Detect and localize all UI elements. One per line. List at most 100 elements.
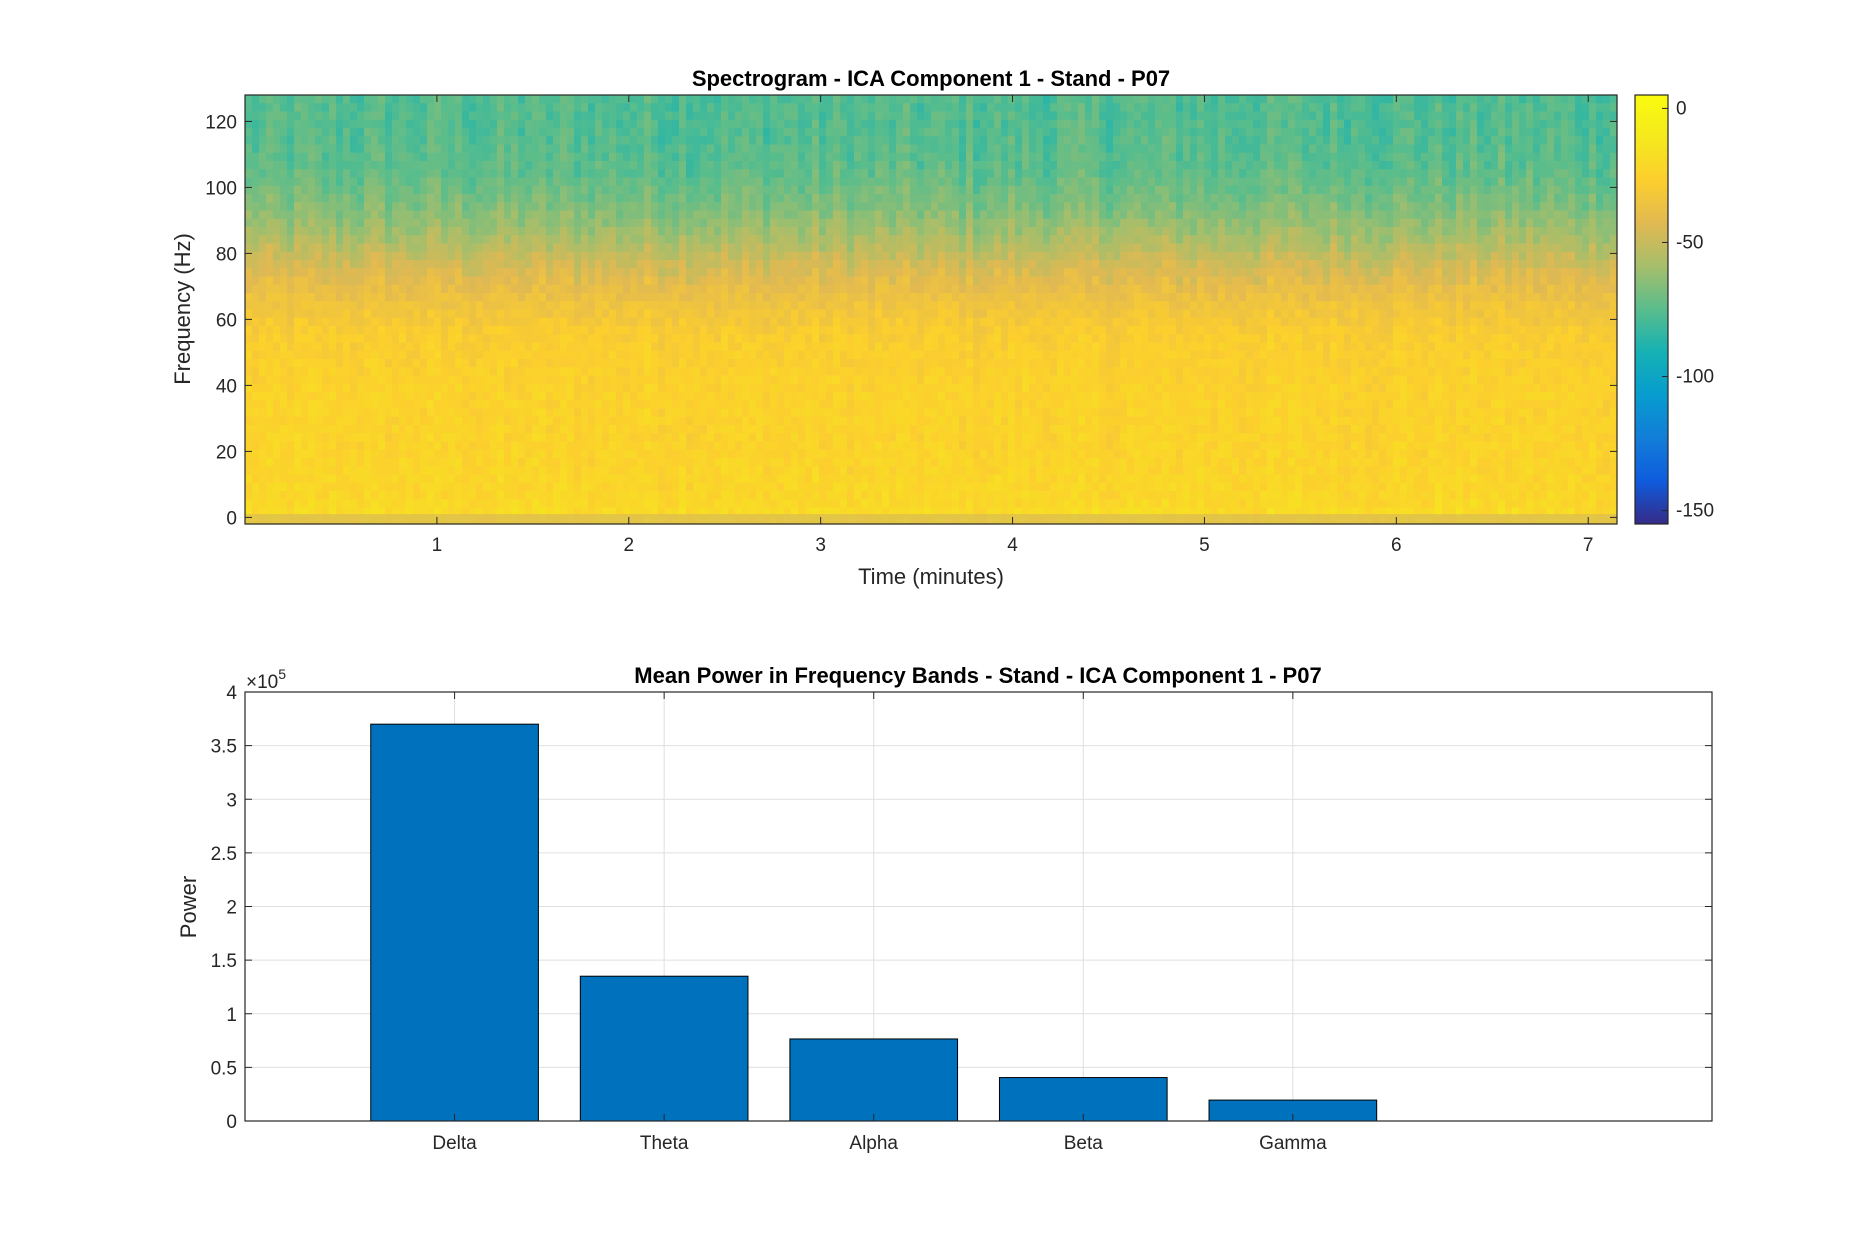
spectrogram-cell xyxy=(742,235,750,245)
spectrogram-cell xyxy=(287,260,295,269)
spectrogram-cell xyxy=(1134,111,1142,121)
spectrogram-cell xyxy=(896,128,904,137)
spectrogram-cell xyxy=(889,251,897,261)
spectrogram-cell xyxy=(945,293,953,302)
spectrogram-cell xyxy=(1197,260,1205,269)
spectrogram-cell xyxy=(672,218,680,228)
spectrogram-cell xyxy=(938,293,946,302)
spectrogram-cell xyxy=(560,243,568,253)
spectrogram-cell xyxy=(1400,284,1408,294)
spectrogram-cell xyxy=(1078,218,1086,228)
spectrogram-cell xyxy=(455,210,463,220)
spectrogram-cell xyxy=(1057,95,1065,104)
spectrogram-cell xyxy=(1365,194,1373,203)
spectrogram-cell xyxy=(1239,202,1247,212)
spectrogram-cell xyxy=(980,128,988,137)
spectrogram-cell xyxy=(1386,152,1394,162)
spectrogram-cell xyxy=(448,235,456,245)
spectrogram-cell xyxy=(462,301,470,311)
spectrogram-cell xyxy=(364,177,372,187)
spectrogram-cell xyxy=(413,202,421,212)
spectrogram-cell xyxy=(854,276,862,286)
spectrogram-cell xyxy=(1211,194,1219,203)
spectrogram-cell xyxy=(959,293,967,302)
spectrogram-cell xyxy=(420,268,428,278)
spectrogram-cell xyxy=(595,128,603,137)
spectrogram-cell xyxy=(336,202,344,212)
spectrogram-cell xyxy=(1463,161,1471,170)
spectrogram-cell xyxy=(1519,210,1527,220)
spectrogram-cell xyxy=(455,202,463,212)
spectrogram-cell xyxy=(1414,260,1422,269)
spectrogram-cell xyxy=(700,185,708,195)
spectrogram-cell xyxy=(245,119,253,129)
spectrogram-cell xyxy=(1120,185,1128,195)
spectrogram-cell xyxy=(1274,119,1282,129)
spectrogram-cell xyxy=(1554,276,1562,286)
spectrogram-cell xyxy=(1260,251,1268,261)
spectrogram-cell xyxy=(1295,161,1303,170)
spectrogram-cell xyxy=(287,284,295,294)
spectrogram-cell xyxy=(1323,111,1331,121)
spectrogram-cell xyxy=(441,251,449,261)
spectrogram-cell xyxy=(560,260,568,269)
spectrogram-cell xyxy=(280,235,288,245)
spectrogram-cell xyxy=(756,111,764,121)
spectrogram-cell xyxy=(987,276,995,286)
spectrogram-cell xyxy=(287,268,295,278)
spectrogram-cell xyxy=(462,260,470,269)
spectrogram-cell xyxy=(1134,128,1142,137)
spectrogram-cell xyxy=(805,161,813,170)
spectrogram-cell xyxy=(987,119,995,129)
spectrogram-cell xyxy=(497,177,505,187)
spectrogram-cell xyxy=(385,95,393,104)
spectrogram-cell xyxy=(490,293,498,302)
spectrogram-cell xyxy=(1162,218,1170,228)
spectrogram-cell xyxy=(658,161,666,170)
spectrogram-cell xyxy=(560,210,568,220)
spectrogram-cell xyxy=(1106,210,1114,220)
spectrogram-cell xyxy=(315,227,323,236)
spectrogram-cell xyxy=(1393,128,1401,137)
spectrogram-cell xyxy=(861,169,869,179)
spectrogram-cell xyxy=(581,119,589,129)
spectrogram-cell xyxy=(1141,185,1149,195)
spectrogram-cell xyxy=(1078,136,1086,146)
spectrogram-cell xyxy=(259,260,267,269)
spectrogram-cell xyxy=(336,194,344,203)
spectrogram-cell xyxy=(1071,251,1079,261)
spectrogram-cell xyxy=(1344,227,1352,236)
spectrogram-cell xyxy=(784,169,792,179)
spectrogram-cell xyxy=(1456,276,1464,286)
spectrogram-cell xyxy=(882,301,890,311)
spectrogram-cell xyxy=(672,128,680,137)
spectrogram-cell xyxy=(504,128,512,137)
spectrogram-cell xyxy=(1169,293,1177,302)
spectrogram-cell xyxy=(581,144,589,154)
spectrogram-cell xyxy=(1568,185,1576,195)
spectrogram-cell xyxy=(497,276,505,286)
spectrogram-cell xyxy=(1008,210,1016,220)
spectrogram-cell xyxy=(1393,235,1401,245)
spectrogram-cell xyxy=(763,95,771,104)
spectrogram-cell xyxy=(497,251,505,261)
spectrogram-cell xyxy=(952,194,960,203)
spectrogram-cell xyxy=(1316,227,1324,236)
spectrogram-cell xyxy=(1568,218,1576,228)
spectrogram-cell xyxy=(1246,293,1254,302)
spectrogram-cell xyxy=(301,293,309,302)
spectrogram-cell xyxy=(1561,284,1569,294)
spectrogram-cell xyxy=(665,119,673,129)
spectrogram-cell xyxy=(1218,111,1226,121)
spectrogram-cell xyxy=(322,227,330,236)
spectrogram-cell xyxy=(630,161,638,170)
spectrogram-cell xyxy=(1512,169,1520,179)
spectrogram-cell xyxy=(1050,260,1058,269)
spectrogram-cell xyxy=(966,243,974,253)
spectrogram-cell xyxy=(714,169,722,179)
spectrogram-cell xyxy=(476,227,484,236)
spectrogram-cell xyxy=(875,210,883,220)
spectrogram-cell xyxy=(973,243,981,253)
spectrogram-cell xyxy=(287,210,295,220)
